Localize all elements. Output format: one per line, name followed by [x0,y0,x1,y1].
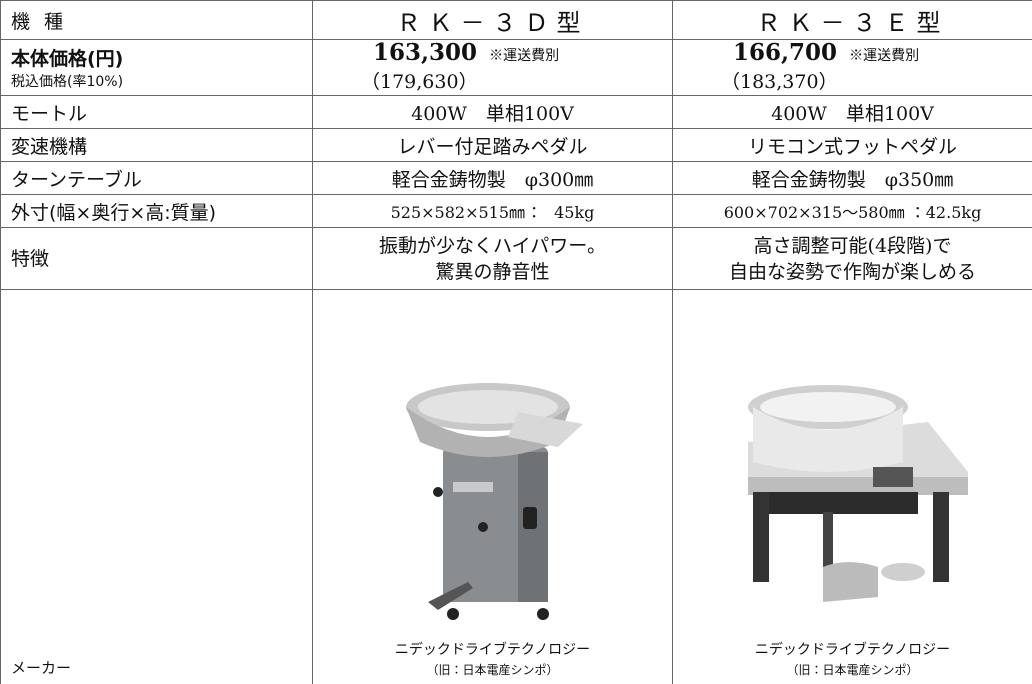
price-note: ※運送費別 [489,48,559,64]
price: 166,700 [733,39,837,66]
maker-cell: ニデックドライブテクノロジー （旧：日本電産シンポ） [673,290,1032,684]
feature-text: 驚異の静音性 [319,259,666,285]
product-image [728,352,978,632]
row-label: 変速機構 [1,129,313,162]
row-value: レバー付足踏みペダル [313,129,673,162]
feature-text: 振動が少なくハイパワー。 [319,233,666,259]
maker-former-name: （旧：日本電産シンポ） [319,660,666,680]
price-label-cell: 本体価格(円) 税込価格(率10%) [1,40,313,96]
maker-name: ニデックドライブテクノロジー [679,640,1026,660]
row-value: 400W 単相100V [673,96,1032,129]
row-label: モートル [1,96,313,129]
spec-row: 変速機構 レバー付足踏みペダル リモコン式フットペダル [1,129,1032,162]
row-value: 400W 単相100V [313,96,673,129]
row-label: 外寸(幅×奥行×高:質量) [1,195,313,228]
spec-row: ターンテーブル 軽合金鋳物製 φ300㎜ 軽合金鋳物製 φ350㎜ [1,162,1032,195]
row-value: 軽合金鋳物製 φ350㎜ [673,162,1032,195]
feature-row: 特徴 振動が少なくハイパワー。 驚異の静音性 高さ調整可能(4段階)で 自由な姿… [1,228,1032,290]
price-label: 本体価格(円) [11,44,306,71]
row-value: リモコン式フットペダル [673,129,1032,162]
row-value: 600×702×315～580㎜ ：42.5kg [673,195,1032,228]
price: 163,300 [373,39,477,66]
maker-cell: ニデックドライブテクノロジー （旧：日本電産シンポ） [313,290,673,684]
feature-cell: 高さ調整可能(4段階)で 自由な姿勢で作陶が楽しめる [673,228,1032,290]
tax-price: （183,370） [721,69,1026,95]
price-note: ※運送費別 [849,48,919,64]
price-cell: 163,300 ※運送費別 （179,630） [313,40,673,96]
price-sublabel: 税込価格(率10%) [11,71,306,91]
maker-name: ニデックドライブテクノロジー [319,640,666,660]
maker-former-name: （旧：日本電産シンポ） [679,660,1026,680]
row-label: 特徴 [1,228,313,290]
maker-row: メーカー ニデックドライブテクノロジー （旧：日本電産シンポ） [1,290,1032,684]
spec-row: モートル 400W 単相100V 400W 単相100V [1,96,1032,129]
price-row: 本体価格(円) 税込価格(率10%) 163,300 ※運送費別 （179,63… [1,40,1032,96]
feature-cell: 振動が少なくハイパワー。 驚異の静音性 [313,228,673,290]
header-cell: ＲＫ－３Ｅ型 [673,1,1032,40]
product-image [398,352,588,632]
spec-row: 外寸(幅×奥行×高:質量) 525×582×515㎜ ： 45kg 600×70… [1,195,1032,228]
header-cell: 機 種 [1,1,313,40]
tax-price: （179,630） [361,69,666,95]
feature-text: 自由な姿勢で作陶が楽しめる [679,259,1026,285]
row-value: 525×582×515㎜ ： 45kg [313,195,673,228]
price-cell: 166,700 ※運送費別 （183,370） [673,40,1032,96]
feature-text: 高さ調整可能(4段階)で [679,233,1026,259]
row-label: メーカー [1,290,313,684]
row-value: 軽合金鋳物製 φ300㎜ [313,162,673,195]
header-row: 機 種 ＲＫ－３Ｄ型 ＲＫ－３Ｅ型 [1,1,1032,40]
header-cell: ＲＫ－３Ｄ型 [313,1,673,40]
row-label: ターンテーブル [1,162,313,195]
